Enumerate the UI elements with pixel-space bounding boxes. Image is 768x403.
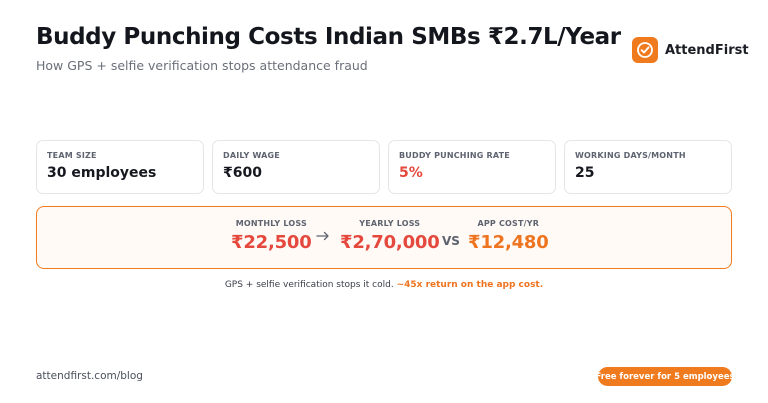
brand-logo[interactable]: AttendFirst <box>632 37 749 63</box>
roi-highlight: ~45x return on the app cost. <box>396 280 544 290</box>
monthly-loss: MONTHLY LOSS ₹22,500 <box>231 219 312 253</box>
stat-label: WORKING DAYS/MONTH <box>575 151 686 160</box>
stat-card-punching-rate: BUDDY PUNCHING RATE 5% <box>388 140 556 194</box>
stat-value: 25 <box>575 165 595 181</box>
metric-value: ₹2,70,000 <box>340 232 440 253</box>
versus-label: VS <box>442 234 460 248</box>
stat-value: 5% <box>399 165 423 181</box>
metric-value: ₹12,480 <box>468 232 549 253</box>
blog-link[interactable]: attendfirst.com/blog <box>36 370 143 382</box>
page-title: Buddy Punching Costs Indian SMBs ₹2.7L/Y… <box>36 24 621 50</box>
input-stats: TEAM SIZE 30 employees DAILY WAGE ₹600 B… <box>36 140 732 194</box>
loss-summary: MONTHLY LOSS ₹22,500 YEARLY LOSS ₹2,70,0… <box>36 206 732 269</box>
arrow-right-icon <box>316 231 329 241</box>
roi-note: GPS + selfie verification stops it cold.… <box>0 280 768 290</box>
metric-label: MONTHLY LOSS <box>235 219 307 228</box>
brand-name: AttendFirst <box>665 42 749 58</box>
yearly-loss: YEARLY LOSS ₹2,70,000 <box>340 219 440 253</box>
stat-value: 30 employees <box>47 165 157 181</box>
check-circle-icon <box>632 37 658 63</box>
metric-label: YEARLY LOSS <box>359 219 421 228</box>
stat-label: TEAM SIZE <box>47 151 97 160</box>
stat-card-team-size: TEAM SIZE 30 employees <box>36 140 204 194</box>
metric-label: APP COST/YR <box>477 219 540 228</box>
free-plan-button[interactable]: Free forever for 5 employees <box>595 367 735 386</box>
stat-value: ₹600 <box>223 165 262 181</box>
stat-card-working-days: WORKING DAYS/MONTH 25 <box>564 140 732 194</box>
page-subtitle: How GPS + selfie verification stops atte… <box>36 58 368 73</box>
metric-value: ₹22,500 <box>231 232 312 253</box>
stat-label: DAILY WAGE <box>223 151 280 160</box>
stat-card-daily-wage: DAILY WAGE ₹600 <box>212 140 380 194</box>
stat-label: BUDDY PUNCHING RATE <box>399 151 510 160</box>
roi-note-text: GPS + selfie verification stops it cold. <box>224 280 397 290</box>
app-cost: APP COST/YR ₹12,480 <box>468 219 549 253</box>
